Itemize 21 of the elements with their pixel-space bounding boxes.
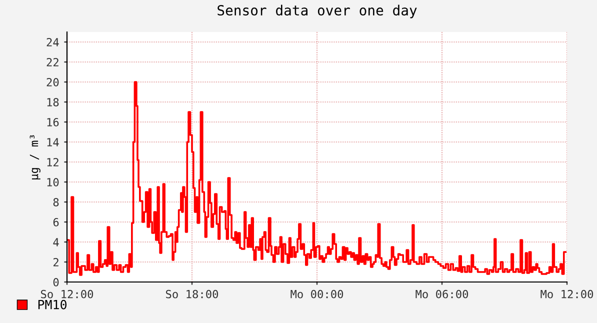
y-tick-label: 4 — [53, 238, 59, 246]
y-tick-label: 14 — [47, 138, 59, 146]
y-axis-title: µg / m³ — [30, 135, 40, 180]
y-tick-label: 22 — [46, 58, 58, 66]
x-tick-label: So 18:00 — [166, 290, 218, 298]
x-tick-label: Mo 12:00 — [540, 290, 594, 298]
y-tick-label: 12 — [47, 158, 58, 166]
y-tick-label: 2 — [53, 258, 58, 266]
chart-title: Sensor data over one day — [218, 4, 417, 18]
y-tick-label: 20 — [46, 78, 59, 86]
y-tick-label: 8 — [53, 198, 59, 206]
legend-label: PM10 — [38, 300, 67, 310]
x-tick-label: Mo 00:00 — [290, 290, 344, 298]
y-tick-label: 10 — [47, 178, 59, 186]
y-tick-label: 6 — [53, 218, 59, 226]
y-tick-label: 0 — [53, 278, 59, 286]
y-tick-label: 24 — [46, 38, 59, 46]
x-tick-label: Mo 06:00 — [416, 290, 468, 298]
y-tick-label: 16 — [47, 118, 59, 126]
x-tick-label: So 12:00 — [40, 290, 94, 298]
y-tick-label: 18 — [47, 98, 59, 106]
